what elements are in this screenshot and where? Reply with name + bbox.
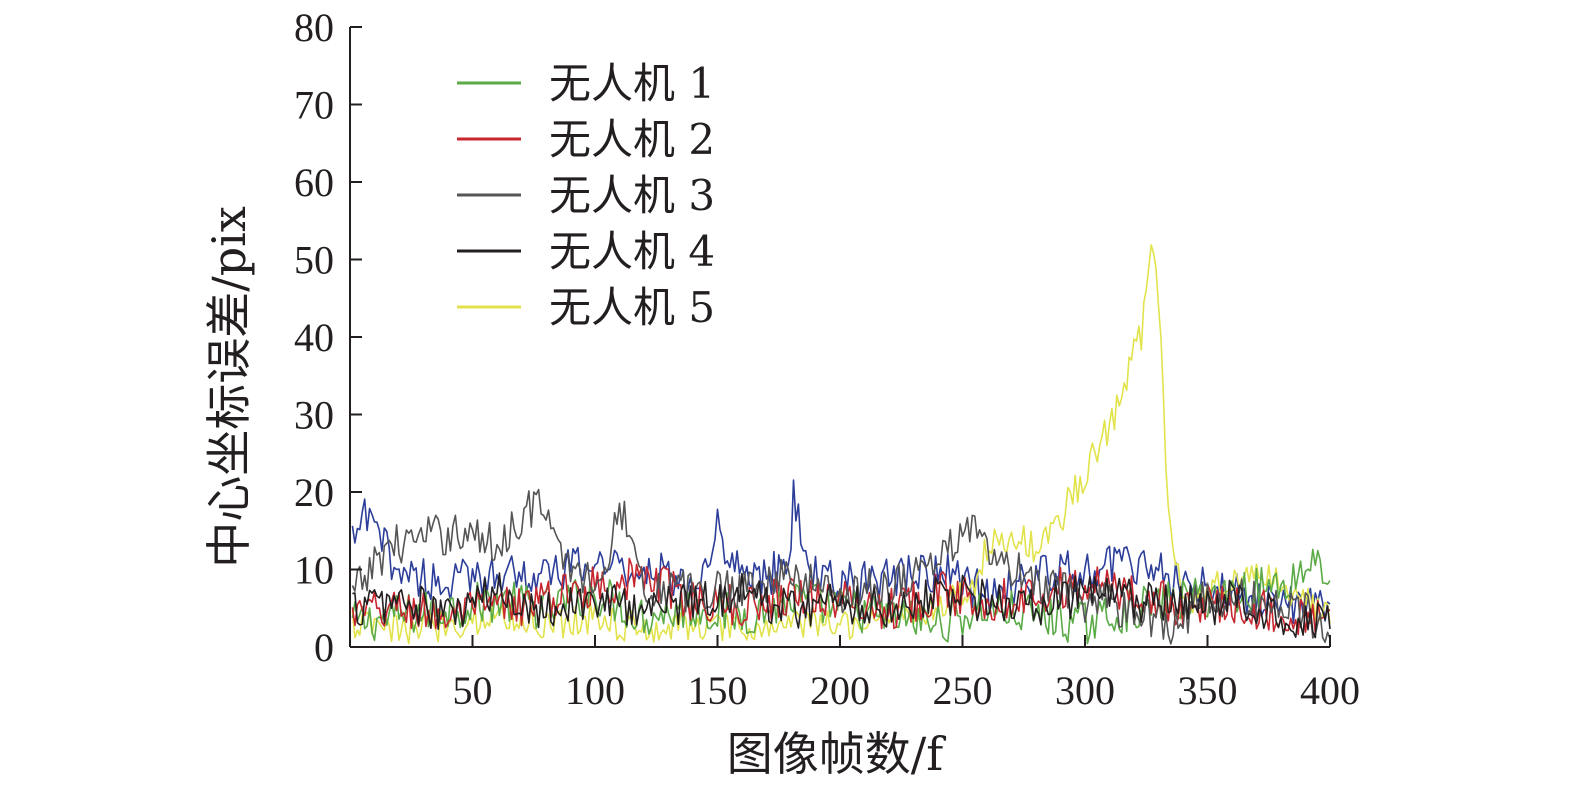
series-line-4 — [352, 572, 1331, 639]
legend-item: 无人机 2 — [457, 115, 715, 164]
y-tick-label: 70 — [294, 83, 334, 128]
x-ticks: 50 100 150 200 250 300 350 400 — [453, 635, 1360, 713]
y-tick-label: 10 — [294, 548, 334, 593]
legend-item: 无人机 3 — [457, 171, 715, 220]
series-layer — [351, 244, 1331, 645]
x-axis-label: 图像帧数/f — [727, 727, 946, 781]
legend-label: 无人机 3 — [549, 171, 715, 220]
legend: 无人机 1 无人机 2 无人机 3 无人机 4 无人机 5 — [457, 59, 715, 332]
legend-item: 无人机 1 — [457, 59, 715, 108]
x-tick-label: 50 — [453, 668, 493, 713]
legend-item: 无人机 4 — [457, 227, 715, 276]
legend-label: 无人机 1 — [549, 59, 715, 108]
x-tick-label: 100 — [565, 668, 625, 713]
legend-label: 无人机 5 — [549, 283, 715, 332]
y-tick-label: 50 — [294, 238, 334, 283]
series-line-6 — [351, 479, 1331, 625]
y-tick-label: 40 — [294, 315, 334, 360]
y-ticks: 0 10 20 30 40 50 60 70 80 — [294, 5, 362, 670]
legend-label: 无人机 4 — [549, 227, 715, 276]
legend-label: 无人机 2 — [549, 115, 715, 164]
axes-layer — [349, 27, 1330, 648]
y-tick-label: 80 — [294, 5, 334, 50]
legend-item: 无人机 5 — [457, 283, 715, 332]
y-axis-label: 中心坐标误差/pix — [202, 206, 256, 568]
x-tick-label: 200 — [810, 668, 870, 713]
x-tick-label: 150 — [688, 668, 748, 713]
x-tick-label: 300 — [1055, 668, 1115, 713]
x-tick-label: 400 — [1300, 668, 1360, 713]
y-tick-label: 0 — [314, 625, 334, 670]
y-tick-label: 30 — [294, 393, 334, 438]
x-tick-label: 350 — [1178, 668, 1238, 713]
y-tick-label: 60 — [294, 160, 334, 205]
x-tick-label: 250 — [933, 668, 993, 713]
series-line-5 — [351, 244, 1331, 645]
y-tick-label: 20 — [294, 470, 334, 515]
